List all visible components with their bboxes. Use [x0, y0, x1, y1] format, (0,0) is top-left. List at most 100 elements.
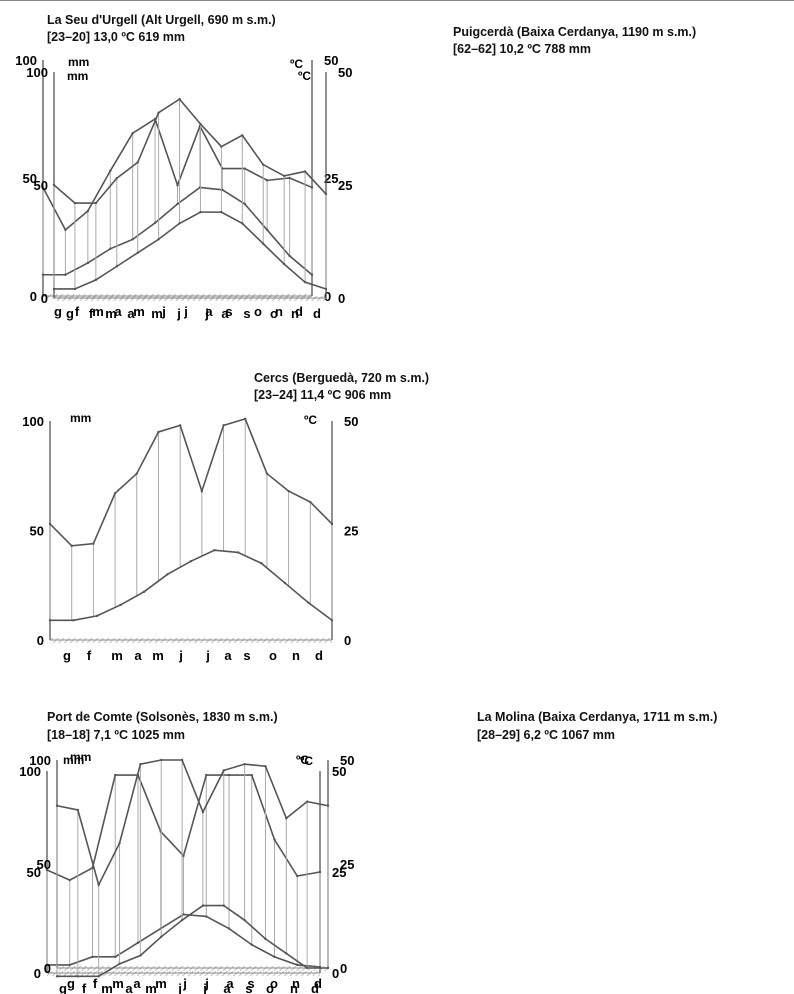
precipitation-unit-label: mm: [63, 753, 84, 767]
month-label: a: [134, 648, 142, 663]
month-label: d: [313, 306, 321, 321]
precipitation-point: [76, 808, 80, 812]
month-label: s: [243, 306, 250, 321]
month-label: d: [315, 648, 323, 663]
precipitation-point: [160, 758, 163, 762]
temperature-point: [285, 952, 288, 955]
month-label: m: [101, 981, 113, 994]
temperature-point: [139, 954, 142, 957]
temperature-unit-label: ºC: [290, 57, 303, 71]
month-label: g: [66, 306, 74, 321]
right-tick-label: 0: [340, 961, 347, 976]
month-label: a: [226, 976, 234, 991]
precipitation-point: [52, 183, 56, 187]
temperature-point: [45, 963, 49, 967]
precipitation-point: [109, 169, 112, 173]
left-tick-label: 0: [34, 966, 41, 981]
left-tick-label: 50: [30, 524, 44, 539]
climate-chart-port-de-comte: Port de Comte (Solsonès, 1830 m s.m.) [1…: [0, 700, 380, 994]
temperature-point: [176, 202, 179, 206]
precipitation-point: [288, 176, 291, 180]
precipitation-unit-label: mm: [68, 55, 89, 69]
month-label: d: [295, 304, 303, 319]
precipitation-point: [227, 773, 231, 777]
precipitation-point: [70, 544, 73, 548]
temperature-point: [205, 915, 208, 918]
temperature-point: [136, 941, 140, 944]
precipitation-point: [243, 762, 246, 766]
left-tick-label: 0: [41, 291, 48, 306]
precipitation-point: [178, 97, 181, 101]
month-label: j: [177, 981, 182, 994]
temperature-point: [310, 273, 314, 276]
chart-info: [23–20] 13,0 ºC 619 mm: [47, 30, 185, 44]
month-label: m: [151, 306, 163, 321]
precipitation-point: [182, 854, 185, 858]
precipitation-point: [178, 424, 182, 427]
month-label: o: [270, 306, 278, 321]
left-tick-label: 0: [37, 633, 44, 648]
temperature-unit-label: ºC: [300, 754, 313, 768]
precipitation-point: [157, 111, 160, 114]
chart-info: [62–62] 10,2 ºC 788 mm: [453, 42, 591, 56]
precipitation-point: [64, 228, 67, 232]
precipitation-point: [114, 773, 117, 777]
precipitation-series-line: [56, 759, 329, 888]
right-tick-label: 25: [332, 865, 346, 880]
precipitation-point: [180, 758, 184, 762]
temperature-point: [201, 904, 205, 907]
month-label: a: [224, 648, 232, 663]
month-label: o: [270, 976, 278, 991]
temperature-point: [91, 955, 94, 959]
temperature-point: [131, 238, 134, 241]
precipitation-point: [73, 201, 77, 205]
month-label: o: [269, 648, 277, 663]
left-tick-label: 100: [19, 764, 41, 779]
month-label: j: [176, 306, 181, 321]
temperature-point: [220, 210, 223, 214]
month-label: s: [247, 976, 254, 991]
month-label: g: [63, 648, 71, 663]
month-label: a: [205, 304, 213, 319]
precipitation-point: [55, 804, 59, 807]
month-label: m: [155, 976, 167, 991]
temperature-point: [115, 265, 118, 268]
precipitation-point: [265, 472, 269, 475]
precipitation-point: [45, 868, 49, 872]
right-tick-label: 25: [340, 857, 354, 872]
temperature-point: [52, 287, 56, 291]
temperature-point: [199, 210, 202, 214]
right-tick-label: 25: [338, 178, 352, 193]
month-label: d: [311, 981, 319, 994]
temperature-point: [97, 975, 100, 978]
month-label: o: [254, 304, 262, 319]
temperature-series-line: [54, 211, 327, 290]
temperature-point: [288, 254, 291, 258]
precipitation-series-line: [53, 98, 327, 204]
temperature-point: [76, 975, 80, 978]
month-label: j: [204, 306, 209, 321]
temperature-point: [243, 202, 246, 206]
month-label: m: [145, 981, 157, 994]
temperature-point: [64, 273, 67, 276]
temperature-point: [264, 937, 267, 941]
temperature-point: [282, 262, 286, 266]
temperature-point: [243, 918, 246, 922]
month-label: j: [161, 304, 166, 319]
temperature-point: [227, 927, 231, 930]
month-label: j: [202, 981, 207, 994]
temperature-point: [180, 918, 184, 922]
temperature-point: [41, 273, 45, 276]
precipitation-point: [241, 134, 244, 137]
left-tick-label: 50: [34, 178, 48, 193]
temperature-point: [119, 603, 122, 607]
month-label: f: [89, 306, 94, 321]
left-tick-label: 0: [30, 289, 37, 304]
temperature-point: [189, 559, 193, 563]
precipitation-point: [41, 186, 45, 189]
precipitation-point: [220, 145, 223, 148]
month-label: j: [204, 976, 209, 991]
temperature-point: [68, 963, 71, 967]
